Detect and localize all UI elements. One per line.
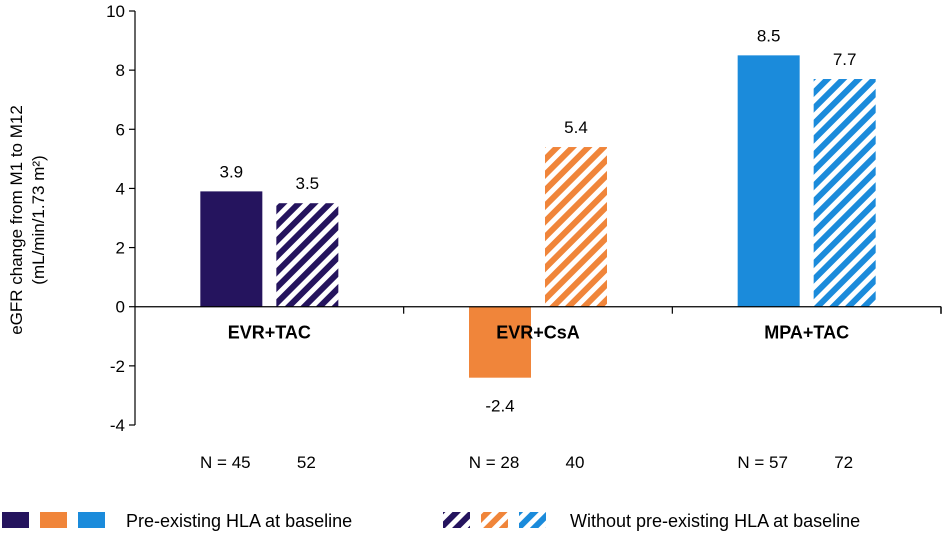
legend-solid-swatch: [40, 512, 67, 528]
category-labels: EVR+TAC EVR+CsA MPA+TAC: [228, 323, 849, 343]
y-tick-label: 0: [116, 298, 125, 317]
y-tick-label: 8: [116, 61, 125, 80]
y-tick-label: 2: [116, 239, 125, 258]
bar-value-label: 7.7: [833, 50, 857, 69]
bar: [200, 191, 263, 307]
legend-solid-swatch: [2, 512, 29, 528]
y-axis-title-line2: (mL/min/1.73 m²): [29, 155, 48, 284]
n-count-label: N = 57: [737, 453, 788, 472]
n-count-label: N = 45: [200, 453, 251, 472]
y-tick-label: -4: [110, 416, 125, 435]
bar-value-label: 5.4: [564, 118, 588, 137]
n-count-label: 40: [566, 453, 585, 472]
n-count-label: 52: [297, 453, 316, 472]
y-axis: -4 -2 0 2 4 6 8 10: [106, 2, 136, 435]
bar-value-label: 3.5: [296, 174, 320, 193]
category-label: EVR+CsA: [496, 323, 580, 343]
bars: [200, 55, 876, 378]
x-axis: [135, 306, 942, 314]
legend-solid-swatch: [78, 512, 105, 528]
legend-hatched-swatch: [481, 512, 508, 528]
value-labels: 3.9 3.5 -2.4 5.4 8.5 7.7: [220, 26, 857, 415]
bar: [813, 79, 876, 307]
legend-label-pre-existing: Pre-existing HLA at baseline: [126, 511, 352, 531]
legend-hatched-swatches: [443, 512, 546, 528]
y-tick-label: 6: [116, 120, 125, 139]
y-tick-label: -2: [110, 357, 125, 376]
legend-solid-swatches: [2, 512, 105, 528]
y-tick-label: 4: [116, 179, 125, 198]
bar-value-label: -2.4: [485, 397, 514, 416]
legend-hatched-swatch: [519, 512, 546, 528]
n-count-label: 72: [834, 453, 853, 472]
bar: [469, 306, 531, 378]
bar-value-label: 3.9: [220, 162, 244, 181]
legend-hatched-swatch: [443, 512, 470, 528]
category-label: MPA+TAC: [764, 323, 849, 343]
bar: [545, 147, 607, 307]
legend-label-without: Without pre-existing HLA at baseline: [570, 511, 860, 531]
bar: [276, 203, 339, 307]
bar-value-label: 8.5: [757, 26, 781, 45]
y-axis-title-line1: eGFR change from M1 to M12: [7, 105, 26, 335]
category-label: EVR+TAC: [228, 323, 311, 343]
n-labels: N = 45 52 N = 28 40 N = 57 72: [200, 453, 853, 472]
legend: Pre-existing HLA at baseline Without pre…: [2, 511, 860, 531]
n-count-label: N = 28: [469, 453, 520, 472]
y-tick-label: 10: [106, 2, 125, 21]
bar: [737, 55, 800, 307]
